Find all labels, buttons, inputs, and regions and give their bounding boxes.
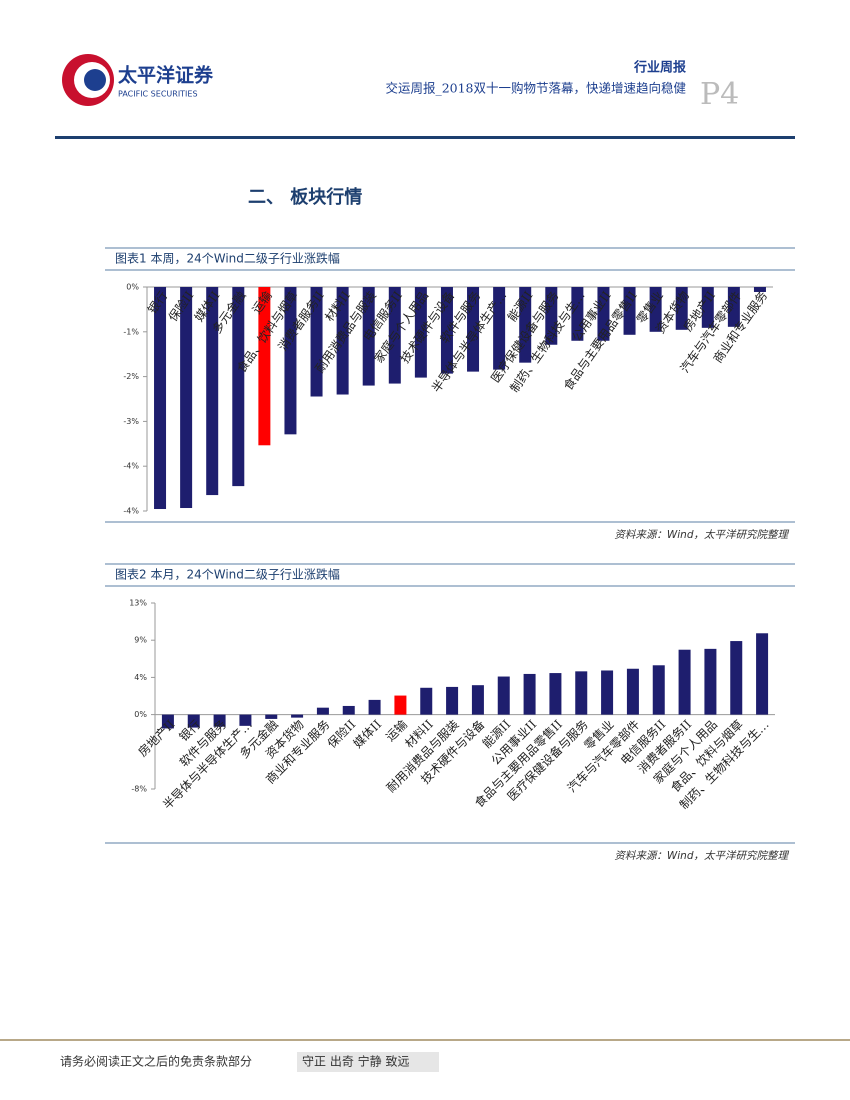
bar xyxy=(239,714,252,726)
header-rule xyxy=(55,136,795,139)
bar xyxy=(649,287,662,332)
section-title: 二、 板块行情 xyxy=(248,186,362,208)
y-tick-label: 0% xyxy=(126,283,139,292)
bar xyxy=(471,685,484,715)
motto: 守正 出奇 宁静 致远 xyxy=(302,1054,409,1069)
y-tick-label: -3% xyxy=(123,417,139,426)
bar xyxy=(154,287,167,510)
bar xyxy=(756,633,769,715)
x-tick-label: 媒体II xyxy=(351,717,385,751)
bar xyxy=(232,287,245,487)
x-tick-label: 保险II xyxy=(324,716,358,750)
doc-title: 交运周报_2018双十一购物节落幕，快递增速趋向稳健 xyxy=(385,81,686,96)
y-tick-label: -4% xyxy=(123,507,139,516)
bar xyxy=(497,676,510,715)
bar xyxy=(310,287,323,397)
bar xyxy=(258,287,271,446)
bar xyxy=(336,287,349,395)
bar xyxy=(493,287,506,370)
bar xyxy=(265,714,278,719)
x-tick-label: 银行 xyxy=(145,289,170,317)
bar xyxy=(545,287,558,345)
bar xyxy=(626,668,639,715)
bar xyxy=(291,714,304,718)
bar xyxy=(161,714,174,729)
bar xyxy=(601,670,614,715)
chart-title: 图表2 本月，24个Wind二级子行业涨跌幅 xyxy=(115,567,340,582)
bar xyxy=(362,287,375,386)
logo-mark xyxy=(84,69,106,91)
source: 资料来源：Wind，太平洋研究院整理 xyxy=(614,529,789,541)
bar xyxy=(675,287,688,330)
motto-bg xyxy=(297,1052,439,1072)
bar xyxy=(623,287,636,335)
bar xyxy=(730,641,743,715)
bar xyxy=(316,707,329,715)
source: 资料来源：Wind，太平洋研究院整理 xyxy=(614,850,789,862)
page-number: P4 xyxy=(700,77,739,112)
bar xyxy=(571,287,584,341)
bar xyxy=(446,686,459,715)
y-tick-label: 9% xyxy=(134,636,147,645)
disclaimer: 请务必阅读正文之后的免责条款部分 xyxy=(60,1054,252,1069)
chart-title: 图表1 本周，24个Wind二级子行业涨跌幅 xyxy=(115,251,340,266)
bar xyxy=(519,287,532,363)
logo-cn: 太平洋证券 xyxy=(118,64,214,87)
bar xyxy=(701,287,714,328)
bar xyxy=(678,649,691,715)
bar xyxy=(652,665,665,715)
bar xyxy=(440,287,453,374)
bar xyxy=(549,673,562,715)
bar xyxy=(388,287,401,384)
bar xyxy=(420,687,433,715)
bar xyxy=(753,287,766,292)
x-tick-label: 房地产II xyxy=(135,716,178,759)
y-tick-label: -4% xyxy=(123,462,139,471)
bar xyxy=(368,699,381,715)
y-tick-label: 0% xyxy=(134,710,147,719)
bar xyxy=(414,287,427,378)
y-tick-label: 4% xyxy=(134,673,147,682)
bar xyxy=(704,648,717,715)
logo-en: PACIFIC SECURITIES xyxy=(118,90,198,99)
y-tick-label: -1% xyxy=(123,327,139,336)
y-tick-label: 13% xyxy=(129,599,147,608)
bar xyxy=(187,714,200,728)
bar xyxy=(180,287,193,509)
bar xyxy=(727,287,740,327)
bar xyxy=(206,287,219,496)
y-tick-label: -2% xyxy=(123,372,139,381)
bar xyxy=(394,695,407,715)
bar xyxy=(523,673,536,715)
bar xyxy=(575,671,588,715)
bar xyxy=(284,287,297,435)
x-tick-label: 运输 xyxy=(249,288,275,316)
bar xyxy=(213,714,226,727)
category: 行业周报 xyxy=(633,60,687,76)
bar xyxy=(342,705,355,715)
bar xyxy=(597,287,610,341)
y-tick-label: -8% xyxy=(131,785,147,794)
bar xyxy=(467,287,480,372)
